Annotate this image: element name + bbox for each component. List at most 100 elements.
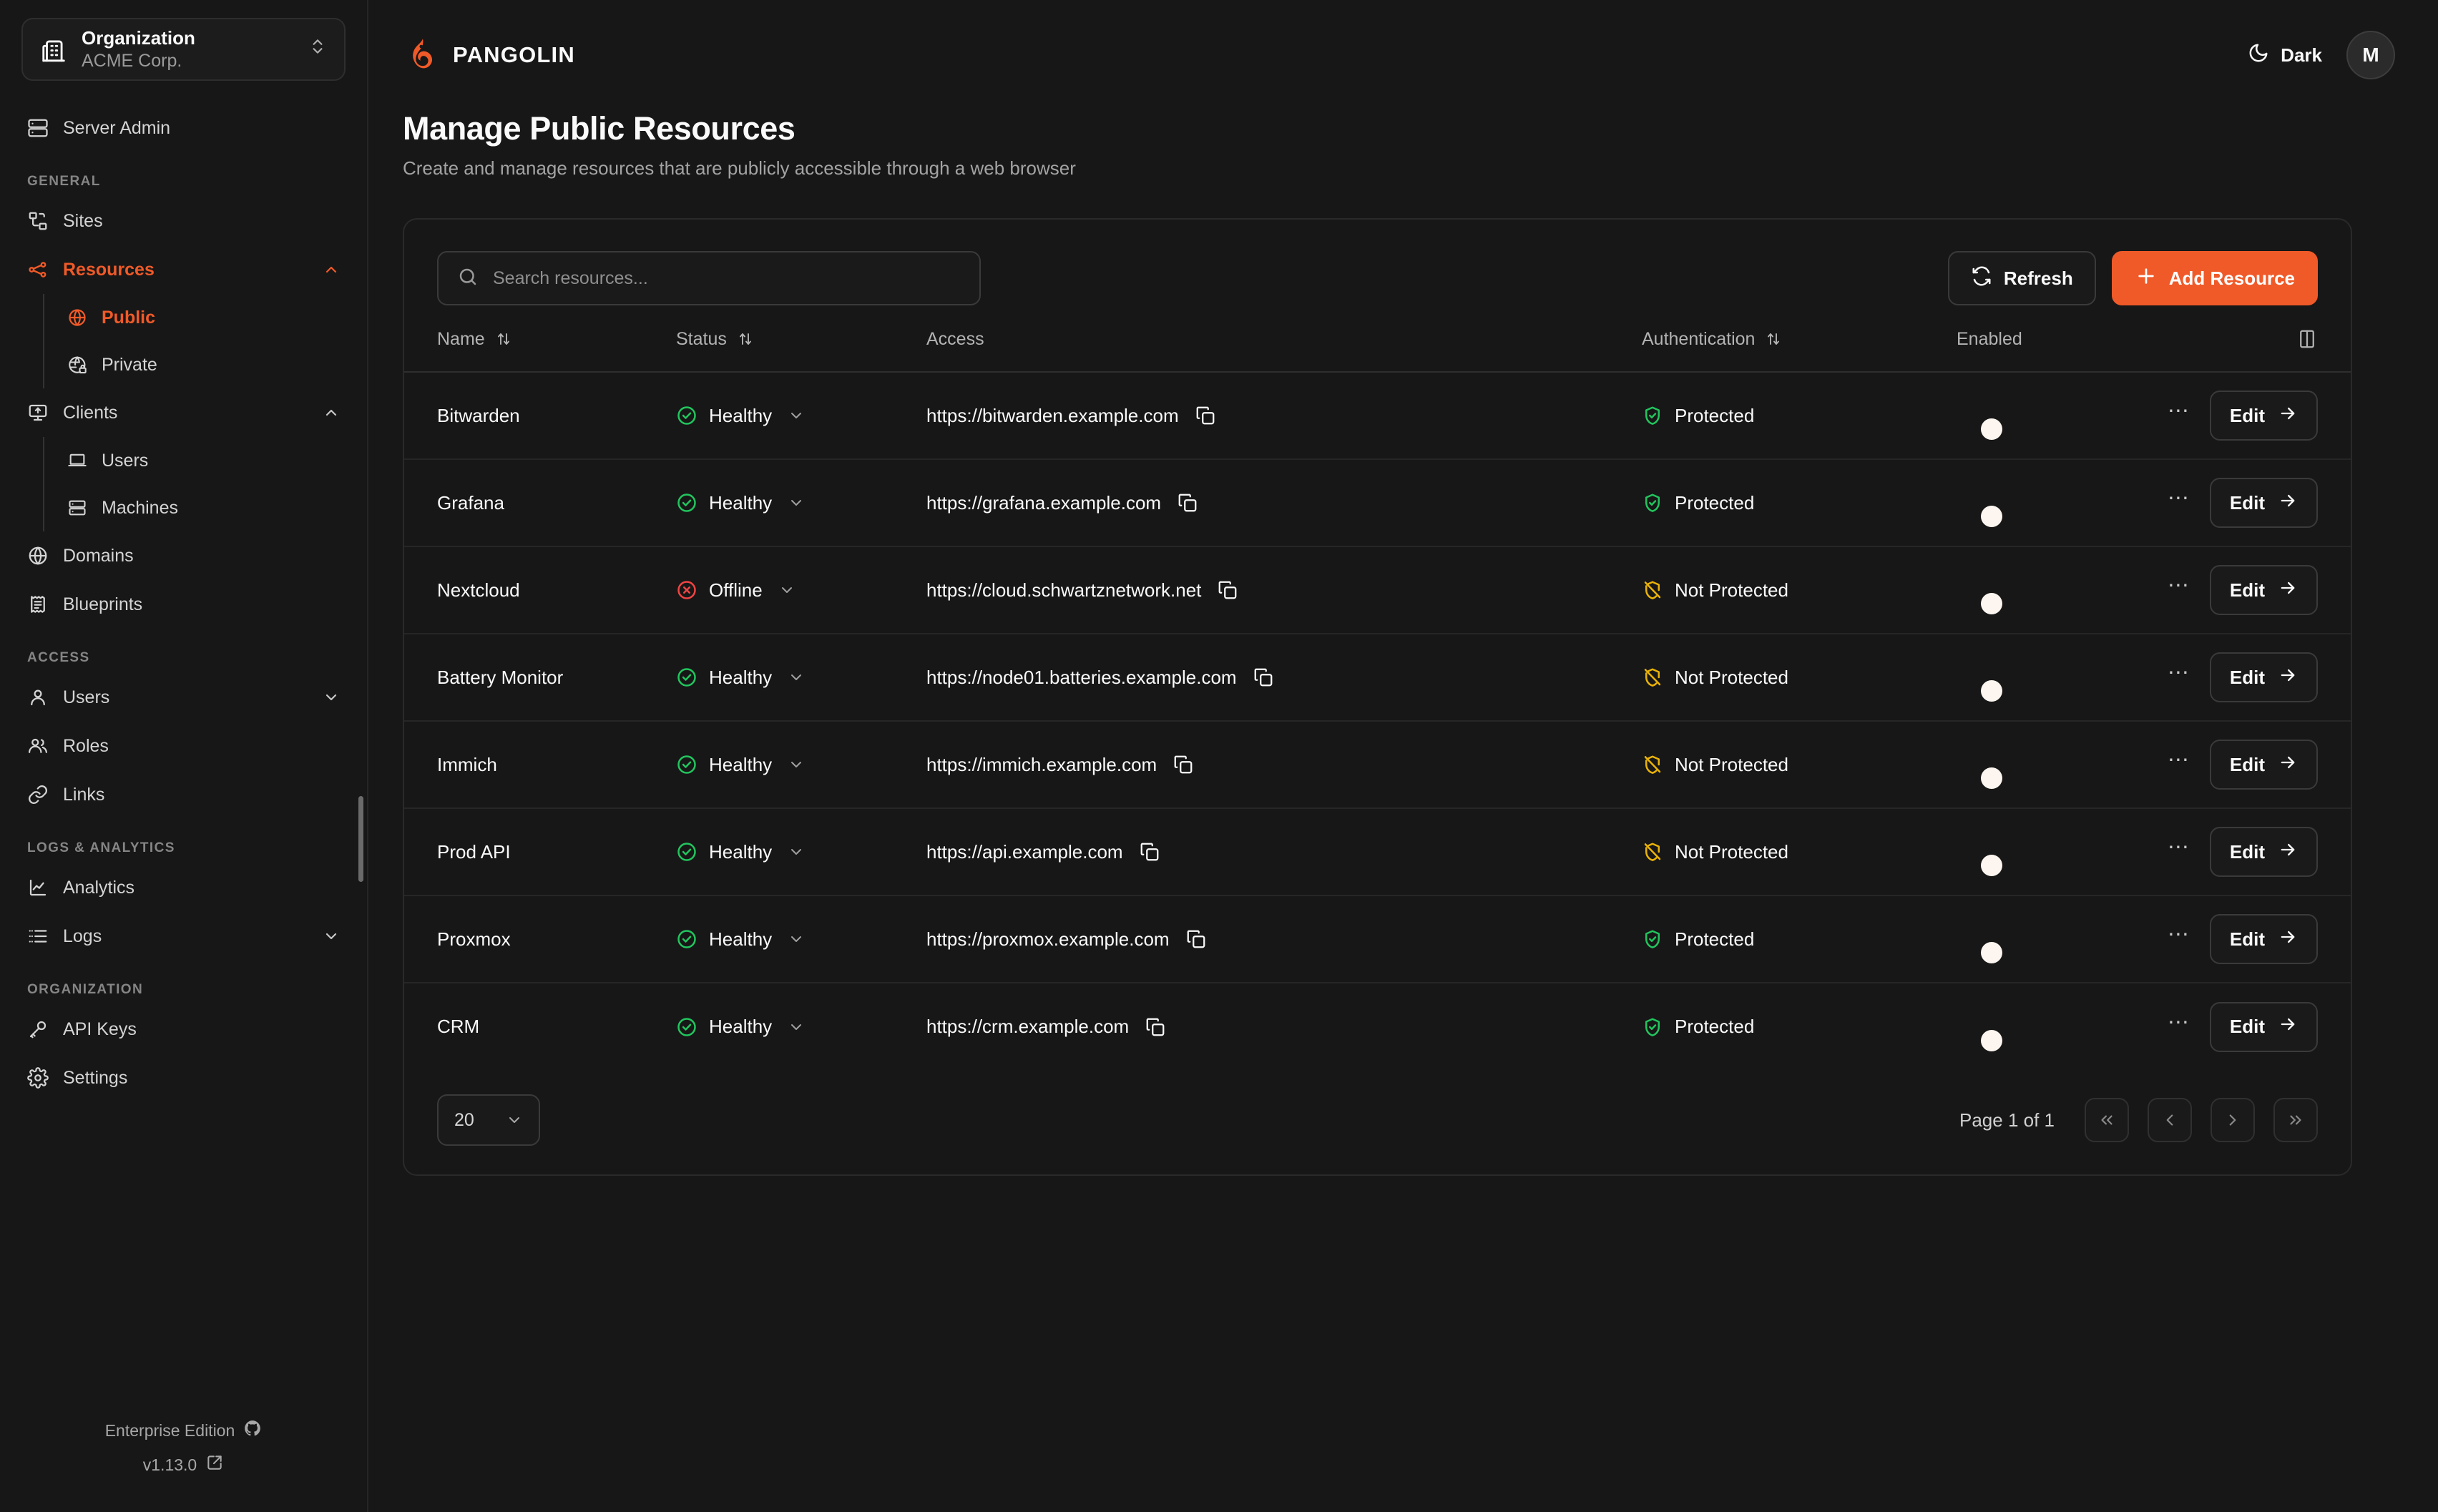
sidebar-item-server-admin[interactable]: Server Admin: [16, 104, 351, 152]
brand[interactable]: PANGOLIN: [404, 36, 575, 74]
sidebar-item-roles[interactable]: Roles: [16, 722, 351, 770]
row-menu-button[interactable]: ⋯: [2167, 661, 2191, 684]
sidebar-item-users[interactable]: Users: [16, 673, 351, 722]
row-menu-button[interactable]: ⋯: [2167, 399, 2191, 423]
table-row[interactable]: Nextcloud Offline https://cloud.schwartzne…: [404, 546, 2351, 634]
resource-url[interactable]: https://cloud.schwartznetwork.net: [926, 579, 1202, 601]
cell-actions: ⋯ Edit: [2164, 721, 2351, 809]
sidebar-item-resources[interactable]: Resources: [16, 245, 351, 294]
edit-button[interactable]: Edit: [2209, 565, 2318, 615]
edit-button[interactable]: Edit: [2209, 652, 2318, 702]
edit-button[interactable]: Edit: [2209, 827, 2318, 877]
status-badge[interactable]: Healthy: [676, 405, 926, 427]
sidebar-item-links[interactable]: Links: [16, 770, 351, 819]
org-switcher[interactable]: Organization ACME Corp.: [21, 18, 346, 81]
status-badge[interactable]: Healthy: [676, 928, 926, 951]
external-link-icon[interactable]: [205, 1453, 224, 1476]
table-row[interactable]: Bitwarden Healthy https://bitwarden.exampl…: [404, 372, 2351, 460]
arrow-right-icon: [2278, 403, 2298, 428]
column-header-name[interactable]: Name: [404, 325, 676, 373]
chevron-down-icon: [788, 407, 805, 424]
copy-icon[interactable]: [1253, 667, 1274, 688]
sidebar-item-clients[interactable]: Clients: [16, 388, 351, 437]
row-menu-button[interactable]: ⋯: [2167, 486, 2191, 510]
add-resource-button[interactable]: Add Resource: [2111, 251, 2318, 305]
sidebar-item-blueprints[interactable]: Blueprints: [16, 580, 351, 629]
copy-icon[interactable]: [1185, 928, 1207, 950]
resource-url[interactable]: https://crm.example.com: [926, 1016, 1130, 1037]
page-body: Manage Public Resources Create and manag…: [368, 110, 2438, 1176]
sidebar-item-private[interactable]: Private: [56, 341, 351, 388]
edit-button[interactable]: Edit: [2209, 478, 2318, 528]
cell-authentication: Protected: [1642, 372, 1957, 460]
column-header-status[interactable]: Status: [676, 325, 926, 373]
sidebar-item-machines[interactable]: Machines: [56, 484, 351, 531]
search-input[interactable]: Search resources...: [437, 251, 981, 305]
toolbar-actions: Refresh Add Resource: [1947, 251, 2318, 305]
copy-icon[interactable]: [1145, 1016, 1166, 1038]
table-row[interactable]: Battery Monitor Healthy https://node01.bat…: [404, 634, 2351, 722]
row-menu-button[interactable]: ⋯: [2167, 835, 2191, 859]
sidebar-scrollbar[interactable]: [358, 796, 363, 882]
edit-button[interactable]: Edit: [2209, 914, 2318, 964]
table-footer: 20 Page 1 of 1: [404, 1070, 2351, 1174]
theme-toggle[interactable]: Dark: [2248, 42, 2322, 69]
last-page-button[interactable]: [2273, 1098, 2318, 1142]
cell-authentication: Not Protected: [1642, 808, 1957, 896]
sidebar-item-analytics[interactable]: Analytics: [16, 863, 351, 912]
status-badge[interactable]: Healthy: [676, 841, 926, 863]
edit-button[interactable]: Edit: [2209, 391, 2318, 441]
column-header-authentication[interactable]: Authentication: [1642, 325, 1957, 373]
resource-url[interactable]: https://api.example.com: [926, 840, 1123, 863]
sidebar-item-settings[interactable]: Settings: [16, 1054, 351, 1102]
row-menu-button[interactable]: ⋯: [2167, 923, 2191, 946]
columns-toggle-icon[interactable]: [2296, 328, 2318, 350]
row-menu-button[interactable]: ⋯: [2167, 1010, 2191, 1034]
first-page-button[interactable]: [2085, 1098, 2129, 1142]
row-menu-button[interactable]: ⋯: [2167, 748, 2191, 772]
sidebar-item-public[interactable]: Public: [56, 294, 351, 341]
table-row[interactable]: Proxmox Healthy https://proxmox.example.co…: [404, 895, 2351, 983]
org-name: ACME Corp.: [82, 50, 182, 71]
sidebar-item-clients-users[interactable]: Users: [56, 437, 351, 484]
status-badge[interactable]: Healthy: [676, 667, 926, 689]
copy-icon[interactable]: [1177, 492, 1198, 514]
resource-url[interactable]: https://grafana.example.com: [926, 491, 1162, 514]
row-menu-button[interactable]: ⋯: [2167, 574, 2191, 597]
sidebar-item-api-keys[interactable]: API Keys: [16, 1005, 351, 1054]
shield-off-icon: [1642, 754, 1663, 775]
table-row[interactable]: CRM Healthy https://crm.example.com Protect…: [404, 983, 2351, 1070]
sidebar-item-sites[interactable]: Sites: [16, 197, 351, 245]
status-badge[interactable]: Healthy: [676, 754, 926, 776]
sidebar-item-domains[interactable]: Domains: [16, 531, 351, 580]
resource-url[interactable]: https://immich.example.com: [926, 753, 1157, 775]
version-row[interactable]: v1.13.0: [0, 1453, 367, 1476]
copy-icon[interactable]: [1195, 405, 1216, 426]
chevron-right-icon: [2229, 1114, 2236, 1126]
status-badge[interactable]: Offline: [676, 579, 926, 602]
table-row[interactable]: Immich Healthy https://immich.example.com N…: [404, 721, 2351, 809]
status-badge[interactable]: Healthy: [676, 1016, 926, 1038]
resource-url[interactable]: https://node01.batteries.example.com: [926, 666, 1237, 688]
edit-button[interactable]: Edit: [2209, 740, 2318, 790]
github-icon[interactable]: [243, 1419, 262, 1442]
edition-row[interactable]: Enterprise Edition: [0, 1419, 367, 1442]
copy-icon[interactable]: [1173, 754, 1194, 775]
status-badge[interactable]: Healthy: [676, 492, 926, 514]
edit-button[interactable]: Edit: [2209, 1001, 2318, 1052]
table-row[interactable]: Prod API Healthy https://api.example.com No…: [404, 808, 2351, 896]
resource-url[interactable]: https://bitwarden.example.com: [926, 404, 1179, 426]
column-header-access: Access: [926, 325, 1642, 373]
table-row[interactable]: Grafana Healthy https://grafana.example.co…: [404, 459, 2351, 547]
sidebar-item-logs[interactable]: Logs: [16, 912, 351, 961]
previous-page-button[interactable]: [2148, 1098, 2192, 1142]
copy-icon[interactable]: [1217, 579, 1238, 601]
next-page-button[interactable]: [2211, 1098, 2255, 1142]
refresh-button[interactable]: Refresh: [1947, 251, 2096, 305]
cell-name: CRM: [404, 983, 676, 1070]
resource-url[interactable]: https://proxmox.example.com: [926, 928, 1170, 950]
avatar[interactable]: M: [2346, 31, 2395, 79]
page-size-select[interactable]: 20: [437, 1094, 540, 1146]
cell-actions: ⋯ Edit: [2164, 634, 2351, 722]
copy-icon[interactable]: [1139, 841, 1160, 863]
